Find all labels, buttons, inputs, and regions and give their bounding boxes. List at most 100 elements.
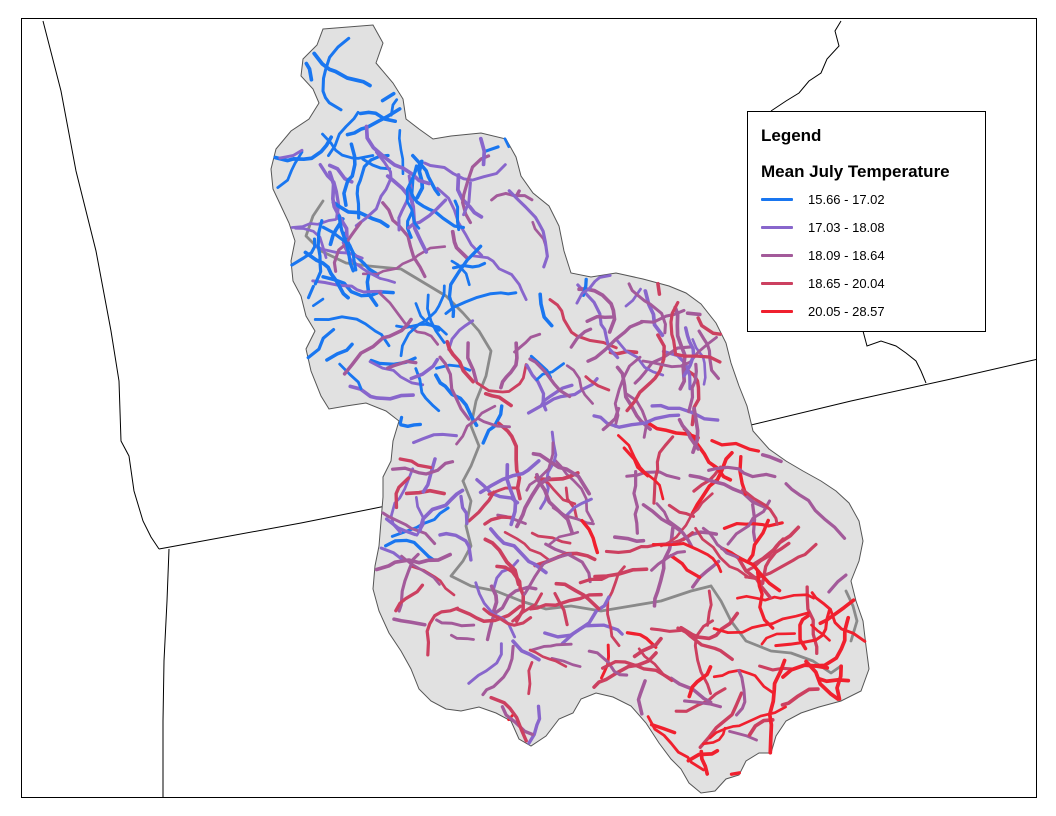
stream-segment	[423, 161, 507, 182]
stream-segment	[397, 552, 420, 613]
stream-segment	[321, 225, 358, 272]
stream-segment	[554, 581, 601, 611]
stream-segment	[528, 648, 568, 668]
stream-segment	[835, 664, 843, 701]
stream-segment	[726, 499, 772, 546]
stream-segment	[499, 341, 519, 390]
stream-segment	[482, 145, 500, 154]
stream-segment	[525, 441, 555, 492]
legend-swatch	[761, 310, 793, 313]
stream-segment	[476, 417, 511, 429]
stream-segment	[708, 705, 787, 740]
legend-label: 18.65 - 20.04	[808, 276, 885, 291]
legend-label: 20.05 - 28.57	[808, 304, 885, 319]
stream-segment	[550, 657, 582, 668]
stream-segment	[374, 552, 453, 572]
stream-segment	[760, 452, 783, 464]
stream-segment	[515, 475, 552, 529]
legend-item: 18.09 - 18.64	[761, 246, 971, 266]
stream-segment	[435, 618, 476, 628]
stream-segment	[651, 542, 723, 574]
stream-segment	[593, 567, 649, 579]
stream-segment	[563, 497, 593, 519]
stream-segment	[475, 363, 528, 394]
stream-segment	[615, 365, 652, 432]
stream-segment	[624, 287, 642, 308]
stream-segment	[643, 289, 665, 338]
province-boundary-northeast	[770, 20, 842, 112]
stream-segment	[455, 404, 497, 446]
stream-segment	[451, 261, 487, 270]
stream-segment	[278, 148, 304, 160]
stream-segment	[500, 705, 535, 737]
stream-segment	[656, 281, 662, 296]
stream-segment	[676, 626, 734, 662]
stream-segment	[565, 364, 594, 405]
state-boundary-southwest	[162, 548, 170, 797]
stream-segment	[390, 460, 455, 476]
stream-segment	[306, 284, 315, 300]
stream-segment	[478, 136, 487, 167]
stream-segment	[455, 173, 484, 219]
stream-segment	[414, 302, 441, 332]
stream-segment	[810, 623, 831, 642]
stream-segment	[698, 691, 744, 749]
stream-segment	[467, 490, 496, 523]
stream-segment	[450, 229, 470, 260]
legend-item: 17.03 - 18.08	[761, 218, 971, 238]
stream-segment	[313, 315, 391, 348]
stream-segment	[564, 486, 579, 520]
stream-segment	[784, 482, 847, 540]
stream-segment	[687, 362, 698, 414]
stream-segment	[492, 559, 520, 591]
legend-swatch	[761, 254, 793, 257]
stream-segment	[613, 535, 646, 544]
stream-segment	[398, 128, 405, 176]
stream-segment	[728, 729, 758, 742]
stream-segment	[691, 338, 707, 386]
stream-segment	[691, 406, 700, 455]
stream-segment	[526, 383, 574, 415]
stream-segment	[632, 470, 640, 535]
stream-segment	[355, 153, 390, 220]
stream-segment	[712, 611, 811, 635]
stream-segment	[438, 355, 471, 421]
stream-segment	[294, 226, 328, 259]
stream-segment	[398, 415, 404, 425]
stream-segment	[341, 241, 397, 284]
stream-segment	[459, 494, 469, 526]
stream-segment	[538, 292, 554, 328]
stream-segment	[311, 279, 383, 294]
stream-segment	[528, 357, 572, 399]
legend-label: 17.03 - 18.08	[808, 220, 885, 235]
stream-segment	[615, 338, 665, 377]
stream-segment	[755, 570, 775, 630]
stream-segment	[342, 142, 357, 207]
stream-segment	[447, 319, 475, 351]
stream-segment	[627, 282, 667, 335]
stream-segment	[380, 91, 396, 103]
stream-segment	[527, 704, 542, 745]
stream-segment	[697, 329, 720, 380]
main-stem	[844, 589, 859, 643]
stream-segment	[688, 473, 769, 510]
stream-segment	[454, 604, 522, 623]
stream-segment	[707, 465, 777, 479]
stream-segment	[816, 676, 851, 684]
stream-segment	[364, 124, 431, 186]
stream-segment	[650, 550, 687, 572]
stream-segment	[384, 538, 436, 562]
stream-segment	[435, 363, 472, 372]
stream-segment	[496, 421, 522, 501]
stream-segment	[438, 531, 473, 562]
stream-segment	[514, 189, 521, 199]
stream-segment	[425, 606, 460, 657]
legend-swatch	[761, 198, 793, 201]
legend-item: 15.66 - 17.02	[761, 190, 971, 210]
stream-segment	[679, 611, 740, 641]
stream-segment	[741, 488, 779, 526]
stream-segment	[729, 771, 741, 776]
stream-segment	[488, 527, 548, 575]
stream-segment	[394, 476, 411, 510]
stream-segment	[696, 316, 723, 336]
